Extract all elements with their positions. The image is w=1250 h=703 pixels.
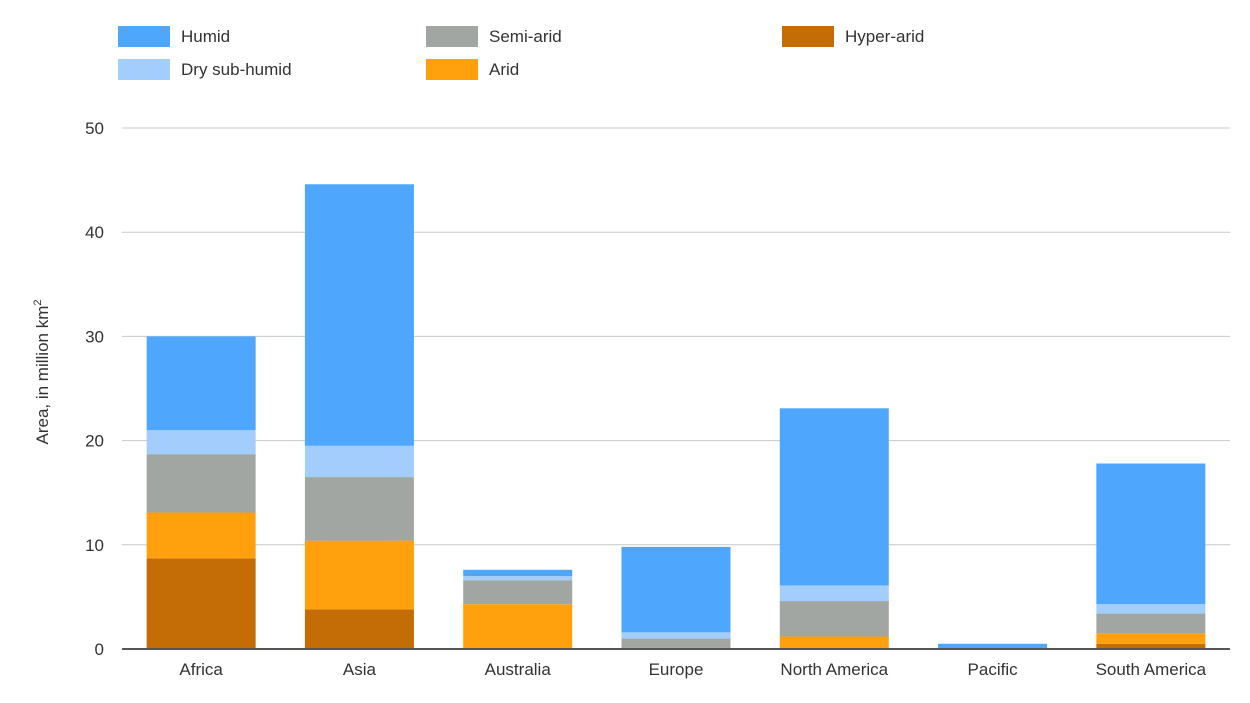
x-tick-label-australia: Australia — [485, 660, 552, 679]
grid-lines — [122, 127, 1230, 546]
y-axis-label-superscript: 2 — [32, 300, 44, 306]
bar-segment-africa-arid — [146, 512, 256, 559]
bar-segment-africa-semi-arid — [146, 454, 256, 513]
legend-swatch-semi-arid — [426, 26, 478, 47]
bar-segment-pacific-humid — [938, 643, 1048, 649]
bar-segment-south-america-humid — [1096, 463, 1206, 605]
x-tick-label-africa: Africa — [179, 660, 223, 679]
x-tick-label-pacific: Pacific — [968, 660, 1019, 679]
legend-swatch-hyper-arid — [782, 26, 834, 47]
x-tick-label-south-america: South America — [1096, 660, 1207, 679]
bar-segment-europe-dry-sub-humid — [621, 632, 731, 639]
bar-segment-australia-arid — [463, 604, 573, 649]
bar-segment-africa-dry-sub-humid — [146, 430, 256, 455]
bar-segment-north-america-semi-arid — [779, 601, 889, 637]
bar-segment-north-america-arid — [779, 636, 889, 648]
bar-segment-europe-semi-arid — [621, 638, 731, 648]
legend-swatch-arid — [426, 59, 478, 80]
bar-segment-australia-dry-sub-humid — [463, 576, 573, 581]
bar-segment-australia-humid — [463, 569, 573, 577]
bars — [146, 184, 1206, 649]
bar-segment-south-america-semi-arid — [1096, 613, 1206, 634]
y-tick-label: 10 — [85, 536, 104, 555]
legend-label-dry-sub-humid: Dry sub-humid — [181, 60, 292, 79]
bar-segment-africa-humid — [146, 336, 256, 431]
bar-segment-south-america-hyper-arid — [1096, 643, 1206, 649]
y-tick-label: 20 — [85, 432, 104, 451]
bar-segment-south-america-dry-sub-humid — [1096, 604, 1206, 614]
bar-segment-africa-hyper-arid — [146, 558, 256, 649]
bar-segment-north-america-dry-sub-humid — [779, 585, 889, 602]
legend-label-arid: Arid — [489, 60, 519, 79]
legend-label-semi-arid: Semi-arid — [489, 27, 562, 46]
y-tick-label: 30 — [85, 327, 104, 346]
bar-segment-asia-semi-arid — [304, 477, 414, 541]
legend-label-hyper-arid: Hyper-arid — [845, 27, 924, 46]
bar-segment-asia-dry-sub-humid — [304, 445, 414, 478]
legend: Humid Dry sub-humid Semi-arid Arid Hyper-ari… — [118, 26, 924, 80]
x-tick-label-europe: Europe — [649, 660, 704, 679]
legend-swatch-humid — [118, 26, 170, 47]
y-axis-label: Area, in million km2 — [32, 300, 52, 445]
bar-segment-asia-hyper-arid — [304, 609, 414, 649]
x-tick-label-asia: Asia — [343, 660, 377, 679]
legend-swatch-dry-sub-humid — [118, 59, 170, 80]
x-tick-label-north-america: North America — [780, 660, 888, 679]
bar-segment-asia-humid — [304, 184, 414, 446]
bar-segment-australia-semi-arid — [463, 580, 573, 605]
axes: 0 10 20 30 40 50 Africa Asia Australia Europe Nort… — [85, 119, 1230, 679]
y-tick-label: 0 — [95, 640, 104, 659]
y-tick-label: 40 — [85, 223, 104, 242]
bar-segment-europe-humid — [621, 546, 731, 633]
y-axis-label-text: Area, in million km — [33, 306, 52, 445]
legend-label-humid: Humid — [181, 27, 230, 46]
bar-segment-asia-arid — [304, 540, 414, 610]
y-tick-label: 50 — [85, 119, 104, 138]
bar-segment-south-america-arid — [1096, 633, 1206, 644]
bar-segment-north-america-humid — [779, 408, 889, 586]
